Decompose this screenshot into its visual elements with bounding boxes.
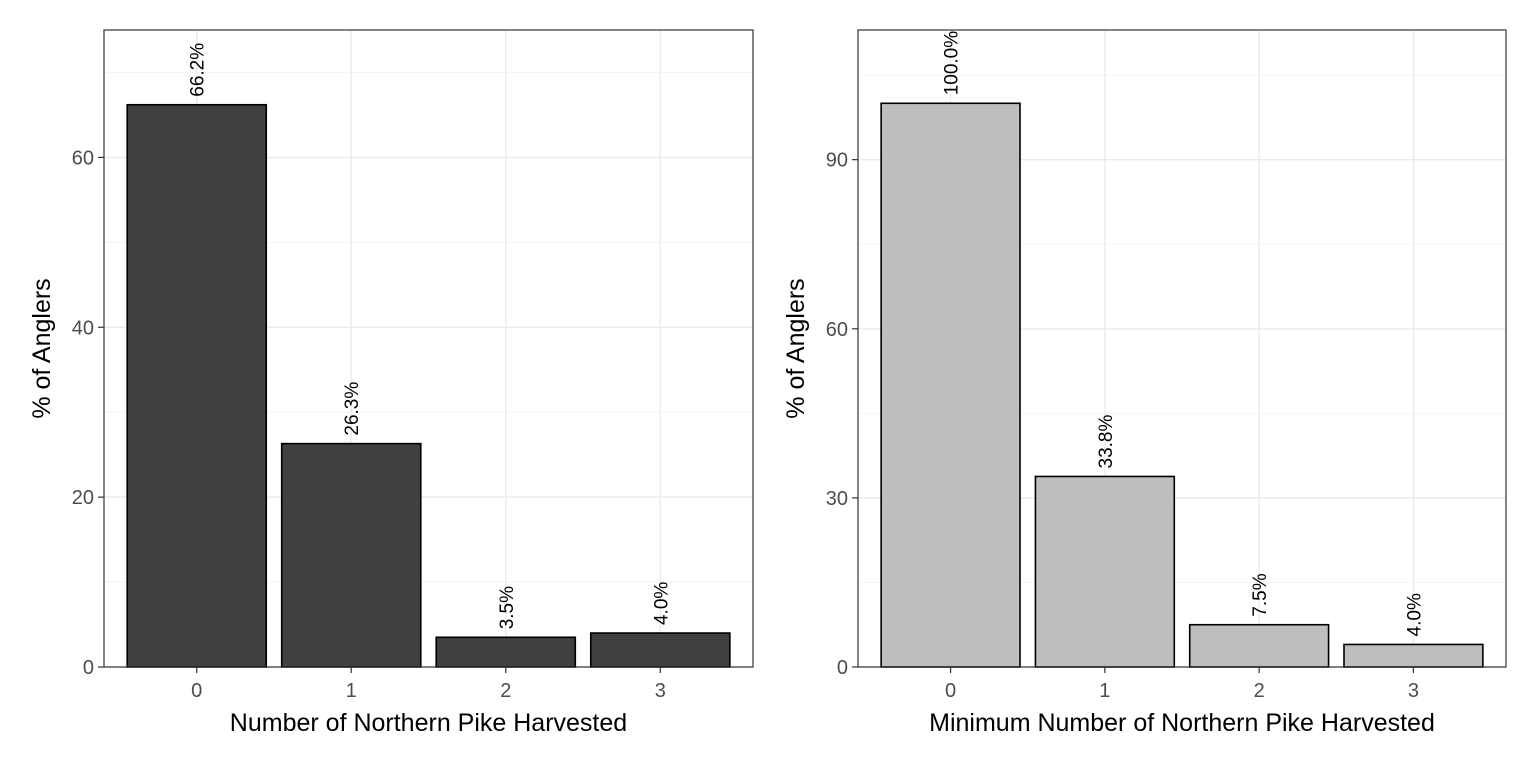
- x-tick-label: 2: [500, 680, 511, 702]
- x-tick-label: 3: [1408, 680, 1419, 702]
- right-chart: 100.0% 33.8% 7.5% 4.0% 0 30 60 90 0 1 2 3 Minimum…: [782, 29, 1507, 737]
- left-y-axis-title: % of Anglers: [28, 278, 56, 418]
- bar-value-label: 7.5%: [1250, 573, 1271, 616]
- right-x-axis-title: Minimum Number of Northern Pike Harveste…: [929, 709, 1435, 737]
- left-panel-border: [103, 29, 754, 668]
- bar-value-label: 3.5%: [497, 586, 518, 629]
- x-tick-label: 1: [1099, 680, 1110, 702]
- left-chart: 66.2% 26.3% 3.5% 4.0% 0 20 40 60 0 1 2 3 Number o…: [28, 29, 754, 737]
- x-tick-label: 0: [945, 680, 956, 702]
- bar-value-label: 26.3%: [342, 382, 363, 436]
- bar-value-label: 66.2%: [188, 43, 209, 97]
- left-x-axis-title: Number of Northern Pike Harvested: [230, 709, 627, 737]
- right-y-axis: 0 30 60 90: [826, 150, 858, 679]
- bar-1: [1034, 475, 1176, 668]
- left-data-labels: 66.2% 26.3% 3.5% 4.0%: [188, 43, 673, 630]
- y-tick-label: 0: [83, 657, 94, 679]
- y-tick-label: 30: [826, 488, 848, 510]
- left-x-axis: 0 1 2 3: [191, 667, 666, 702]
- y-tick-label: 0: [837, 657, 848, 679]
- left-y-axis: 0 20 40 60: [72, 147, 104, 679]
- y-tick-label: 60: [72, 147, 94, 169]
- x-tick-label: 2: [1254, 680, 1265, 702]
- right-data-labels: 100.0% 33.8% 7.5% 4.0%: [942, 31, 1426, 637]
- bar-value-label: 33.8%: [1096, 414, 1117, 468]
- right-bars: [880, 102, 1484, 668]
- bar-0: [126, 103, 268, 668]
- x-tick-label: 1: [346, 680, 357, 702]
- right-panel-border: [857, 29, 1507, 668]
- y-tick-label: 60: [826, 319, 848, 341]
- bar-2: [1188, 623, 1330, 668]
- bar-value-label: 100.0%: [942, 31, 963, 96]
- right-x-axis: 0 1 2 3: [945, 667, 1419, 702]
- bar-2: [435, 636, 577, 668]
- bar-3: [589, 632, 731, 668]
- bar-3: [1343, 643, 1484, 668]
- y-tick-label: 90: [826, 150, 848, 172]
- x-tick-label: 3: [655, 680, 666, 702]
- right-y-axis-title: % of Anglers: [782, 278, 810, 418]
- y-tick-label: 20: [72, 487, 94, 509]
- x-tick-label: 0: [191, 680, 202, 702]
- bar-value-label: 4.0%: [651, 582, 672, 625]
- left-bars: [126, 103, 731, 668]
- bar-value-label: 4.0%: [1404, 593, 1425, 636]
- bar-1: [280, 442, 422, 668]
- bar-0: [880, 102, 1021, 668]
- y-tick-label: 40: [72, 317, 94, 339]
